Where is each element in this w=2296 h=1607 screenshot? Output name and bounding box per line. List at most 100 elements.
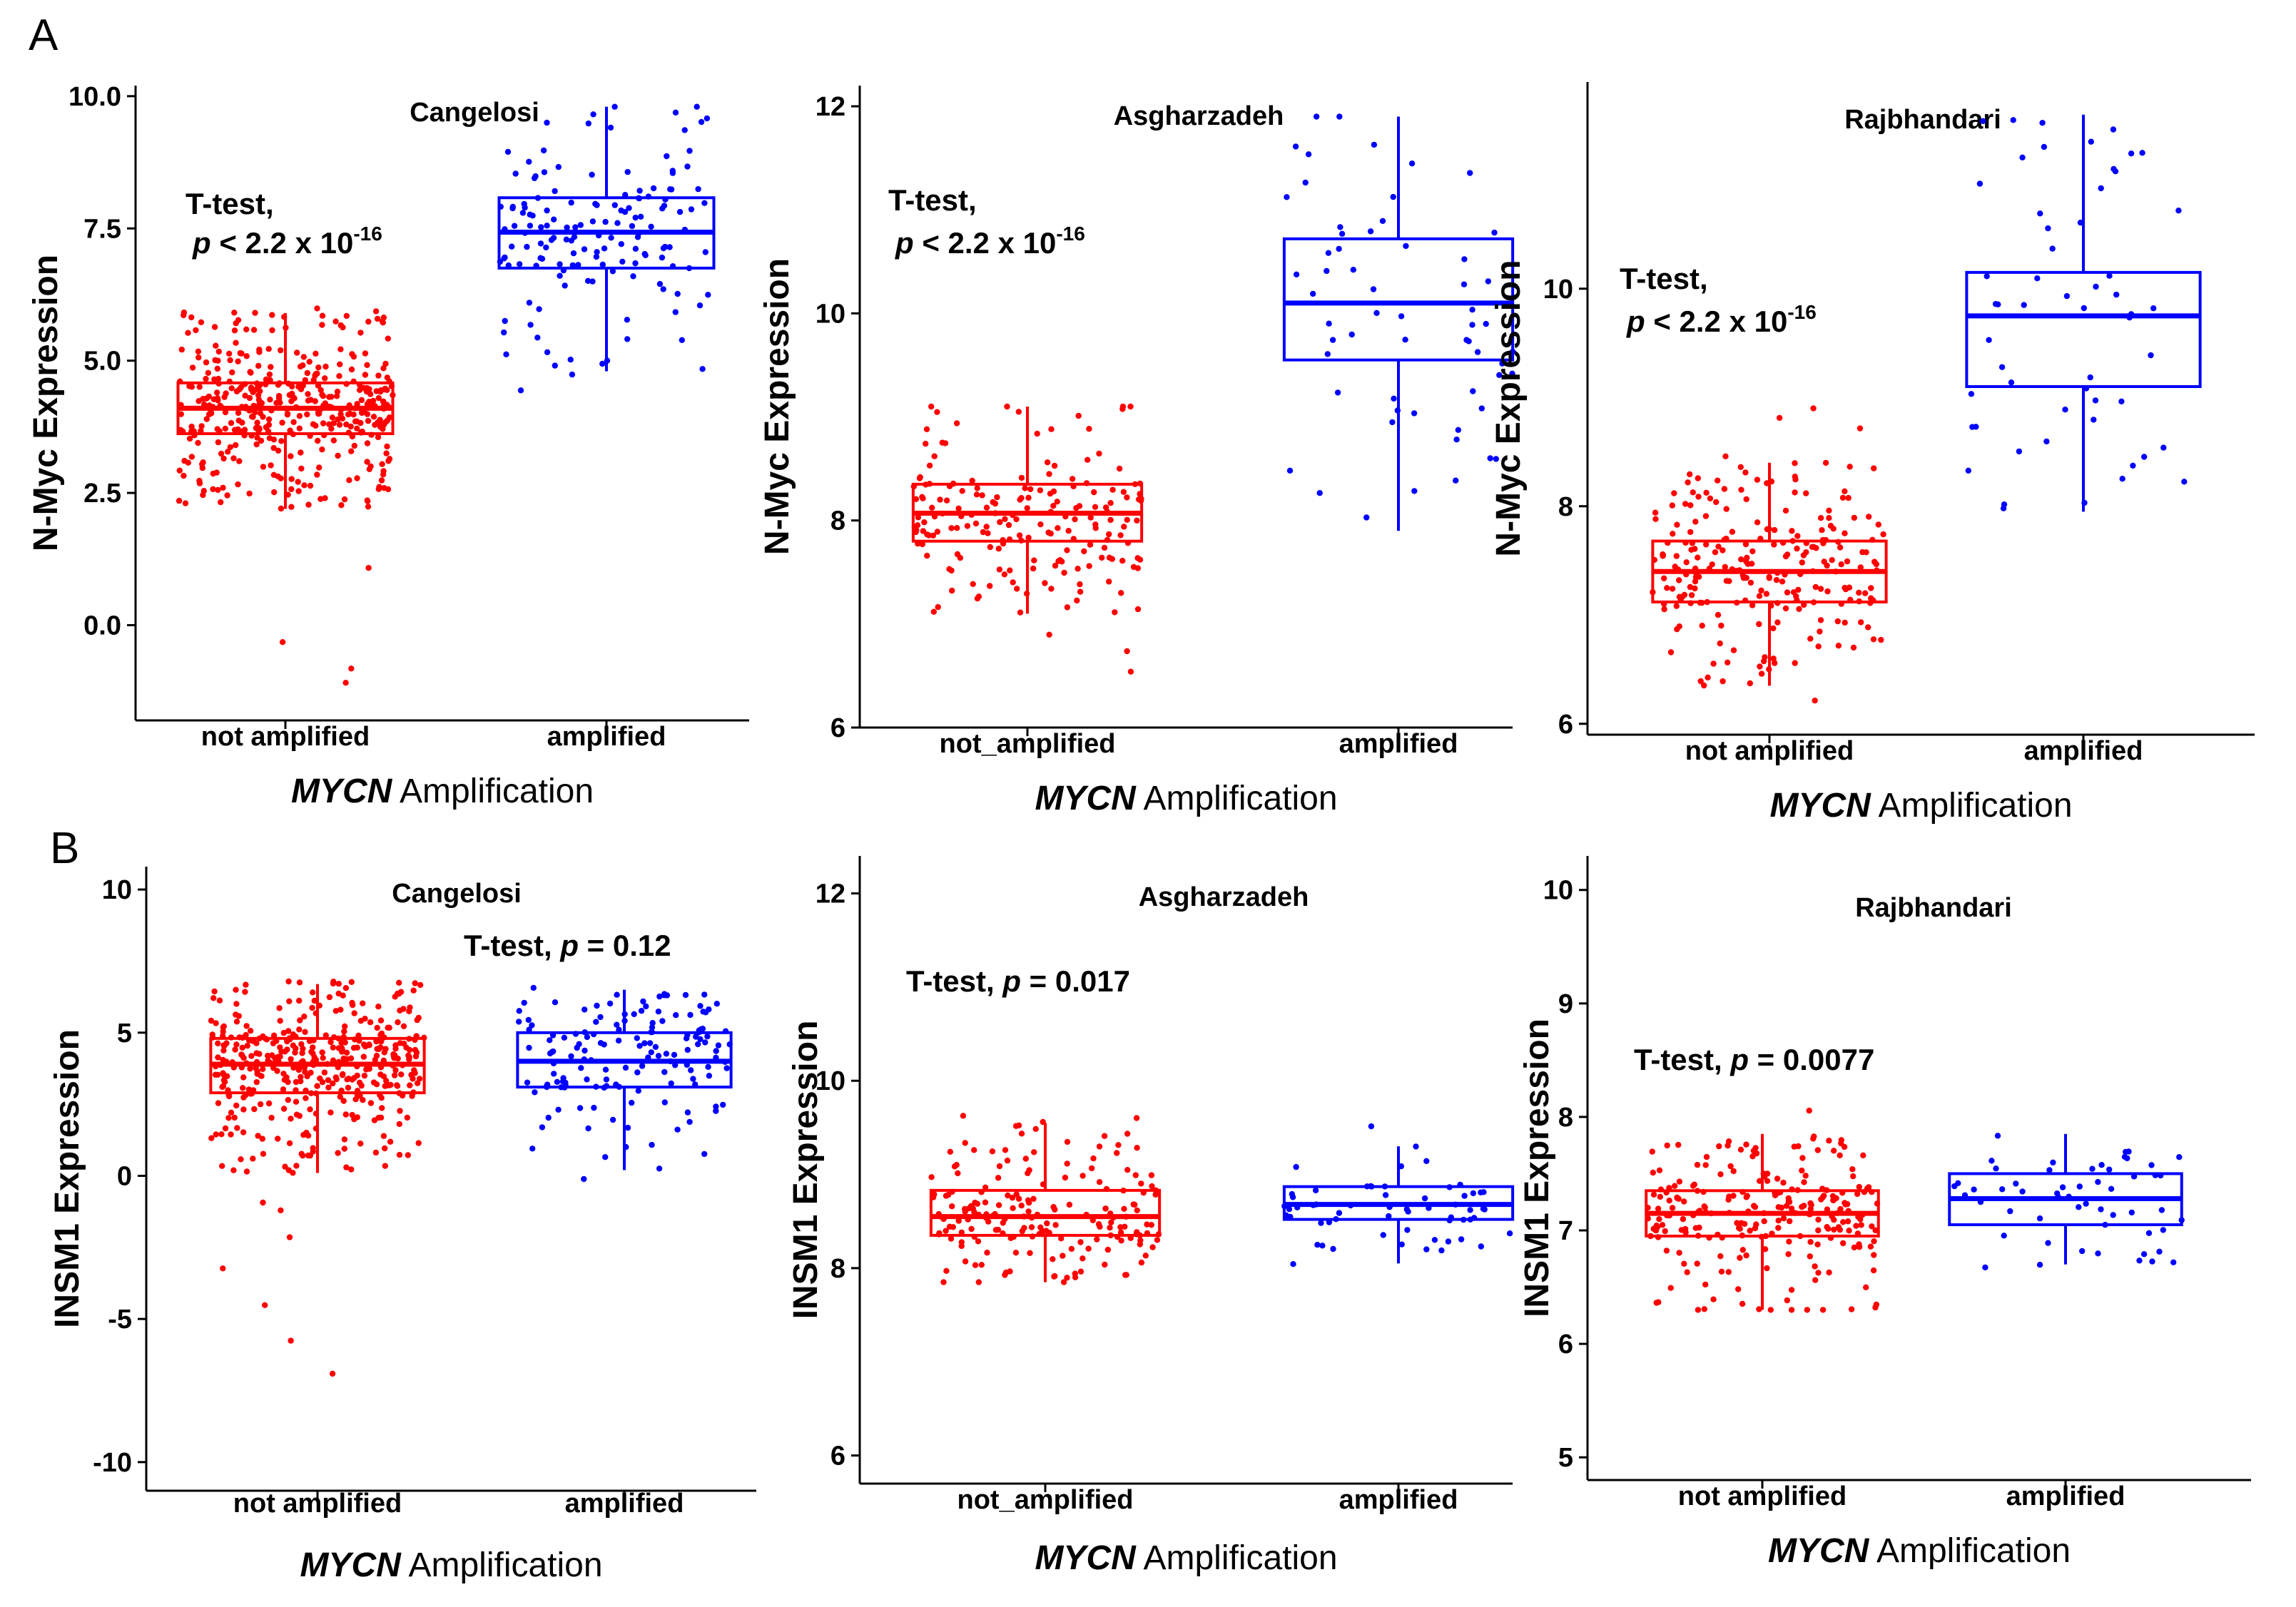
data-point (304, 369, 310, 377)
data-point (1431, 1237, 1438, 1243)
data-point (1667, 649, 1675, 655)
data-point (578, 1065, 584, 1071)
data-point (971, 1147, 977, 1153)
data-point (1871, 1238, 1877, 1245)
data-point (1092, 504, 1099, 510)
data-point (1018, 1203, 1025, 1209)
data-point (1390, 193, 1396, 200)
data-point (1096, 1143, 1103, 1150)
data-point (2001, 1233, 2007, 1239)
data-point (661, 1068, 668, 1076)
data-point (296, 413, 303, 419)
data-point (338, 502, 345, 509)
data-point (1487, 455, 1493, 461)
data-point (1857, 1216, 1864, 1223)
data-point (199, 461, 205, 467)
data-point (2091, 417, 2097, 423)
data-point (408, 1071, 415, 1078)
data-point (2128, 1209, 2135, 1216)
data-point (552, 362, 558, 369)
annotation-p-value: p < 2.2 x 10-16 (192, 223, 382, 260)
data-point (1077, 581, 1083, 588)
data-point (267, 397, 273, 403)
x-axis-title-gene: MYCN (1768, 1532, 1870, 1570)
data-point (2108, 1185, 2115, 1193)
data-point (1124, 1131, 1131, 1137)
data-point (379, 318, 386, 325)
box-iqr (1282, 237, 1515, 362)
data-point (2181, 479, 2188, 485)
data-point (396, 1121, 402, 1128)
data-point (303, 1095, 309, 1101)
data-point (526, 300, 533, 306)
data-point (946, 566, 953, 572)
data-point (509, 243, 515, 250)
data-point (1142, 1253, 1149, 1259)
box-iqr (929, 1188, 1162, 1237)
data-point (1858, 1222, 1864, 1228)
data-point (348, 366, 355, 373)
data-point (246, 490, 253, 497)
data-point (1743, 1194, 1749, 1200)
data-point (1086, 563, 1092, 569)
data-point (284, 410, 291, 417)
p-text: < 2.2 x 10 (211, 226, 354, 260)
data-point (2089, 1165, 2096, 1172)
data-point (1837, 544, 1844, 551)
data-point (969, 477, 975, 484)
data-point (1712, 549, 1719, 556)
data-point (1807, 636, 1814, 642)
data-point (1461, 1193, 1468, 1199)
data-point (1703, 541, 1710, 548)
data-point (516, 1008, 522, 1014)
data-point (1134, 1145, 1140, 1151)
data-point (203, 359, 210, 366)
data-point (253, 441, 260, 448)
data-point (235, 409, 242, 417)
data-point (547, 1050, 554, 1057)
data-point (928, 1174, 935, 1180)
plot-title: Cangelosi (392, 879, 522, 909)
data-point (342, 1023, 348, 1030)
data-point (387, 1138, 394, 1145)
data-point (397, 1007, 403, 1014)
data-point (415, 1140, 422, 1146)
data-point (614, 1021, 620, 1028)
data-point (1709, 561, 1715, 568)
data-point (411, 1067, 417, 1073)
data-point (246, 394, 253, 402)
data-point (1717, 640, 1723, 647)
data-point (1054, 499, 1060, 505)
data-point (235, 481, 241, 488)
data-point (1799, 1167, 1805, 1174)
data-point (319, 447, 325, 453)
box-not-amplified (928, 1113, 1162, 1285)
data-point (1095, 1221, 1102, 1228)
data-point (1496, 372, 1503, 378)
data-point (294, 350, 300, 356)
data-point (377, 1031, 384, 1039)
data-point (2083, 1200, 2089, 1207)
data-point (1694, 1260, 1700, 1267)
data-point (1784, 589, 1791, 596)
data-point (1470, 1190, 1476, 1197)
data-point (385, 458, 392, 464)
box-amplified (1282, 113, 1516, 531)
data-point (313, 371, 319, 377)
data-point (178, 346, 185, 353)
data-point (361, 1072, 368, 1079)
data-point (656, 1165, 663, 1172)
data-point (265, 346, 272, 352)
data-point (1681, 1198, 1687, 1205)
data-point (1050, 488, 1057, 495)
data-point (624, 336, 631, 342)
data-point (334, 388, 341, 395)
data-point (176, 497, 183, 504)
data-point (326, 994, 333, 1001)
data-point (1080, 1255, 1086, 1262)
data-point (1786, 1238, 1792, 1245)
data-point (1824, 562, 1830, 569)
data-point (330, 979, 337, 985)
data-point (220, 1023, 227, 1030)
